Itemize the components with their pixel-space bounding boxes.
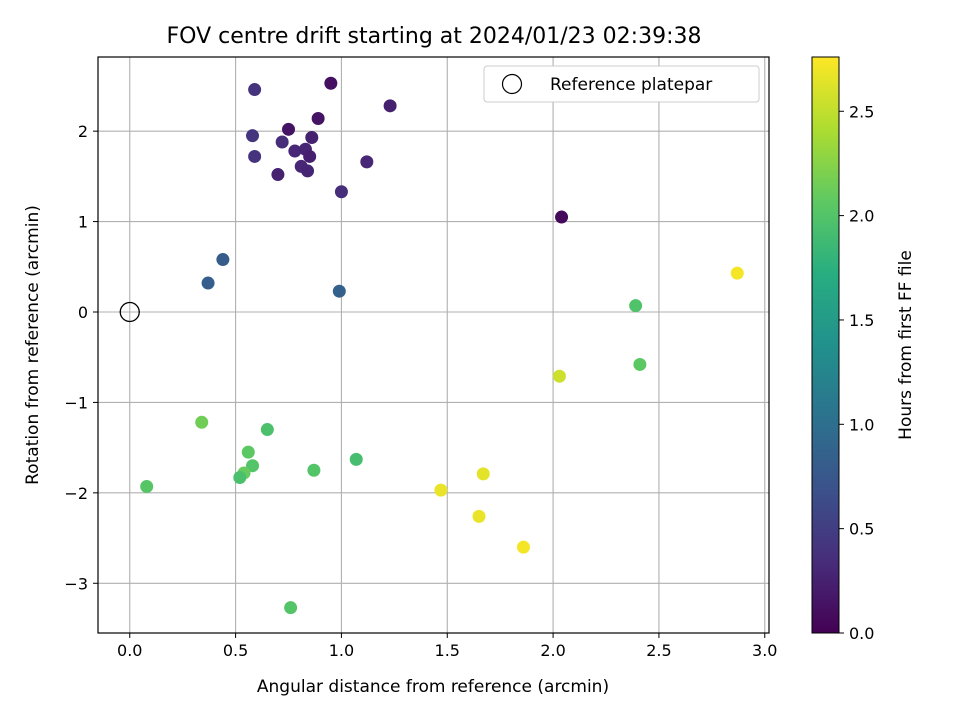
data-point <box>248 83 262 97</box>
colorbar: 0.0 0.5 1.0 1.5 2.0 2.5 Hours from first FF f… <box>811 56 916 643</box>
data-point <box>260 423 274 437</box>
data-point <box>307 463 321 477</box>
colorbar-tick-label: 1.5 <box>849 311 874 330</box>
data-point <box>305 130 319 144</box>
data-point <box>284 601 298 615</box>
y-tick-label: −2 <box>64 484 88 503</box>
data-point <box>349 452 363 466</box>
grid <box>98 57 769 633</box>
y-tick-label: −1 <box>64 393 88 412</box>
colorbar-ticks: 0.0 0.5 1.0 1.5 2.0 2.5 <box>839 102 874 643</box>
data-point <box>472 509 486 523</box>
data-point <box>730 266 744 280</box>
x-tick-label: 2.0 <box>540 641 565 660</box>
y-axis-ticks: −3 −2 −1 0 1 2 <box>64 122 98 593</box>
data-point <box>248 149 262 163</box>
data-point <box>383 99 397 113</box>
data-point <box>282 122 296 136</box>
data-point <box>201 276 215 290</box>
legend-box <box>483 65 760 103</box>
data-point <box>233 470 247 484</box>
reference-platepar-marker <box>119 301 140 323</box>
data-point <box>140 480 154 494</box>
data-point <box>516 540 530 554</box>
data-point <box>434 483 448 497</box>
y-tick-label: 1 <box>78 213 88 232</box>
colorbar-tick-label: 2.5 <box>849 102 874 121</box>
x-tick-label: 0.5 <box>223 641 248 660</box>
data-point <box>324 76 338 90</box>
data-point <box>275 135 289 149</box>
x-axis-ticks: 0.0 0.5 1.0 1.5 2.0 2.5 3.0 <box>117 633 777 660</box>
data-point <box>334 185 348 199</box>
x-tick-label: 1.0 <box>329 641 354 660</box>
data-point <box>195 415 209 429</box>
colorbar-tick-label: 0.0 <box>849 624 874 643</box>
x-tick-label: 0.0 <box>117 641 142 660</box>
plot-frame <box>97 56 770 634</box>
colorbar-tick-label: 2.0 <box>849 207 874 226</box>
data-point <box>216 253 230 267</box>
data-point <box>555 210 569 224</box>
colorbar-tick-label: 0.5 <box>849 520 874 539</box>
data-point <box>311 111 325 125</box>
y-axis-label: Rotation from reference (arcmin) <box>23 205 43 485</box>
legend-label-reference: Reference platepar <box>550 75 712 95</box>
x-axis-label: Angular distance from reference (arcmin) <box>257 677 609 697</box>
colorbar-tick-label: 1.0 <box>849 415 874 434</box>
data-point <box>271 168 285 182</box>
y-tick-label: 0 <box>78 303 88 322</box>
data-point <box>552 369 566 383</box>
y-tick-label: −3 <box>64 574 88 593</box>
data-point <box>241 445 255 459</box>
data-point <box>288 144 302 158</box>
data-point <box>476 467 490 481</box>
data-point <box>246 129 260 143</box>
legend-marker-circle <box>501 73 523 95</box>
data-point <box>301 164 315 178</box>
y-tick-label: 2 <box>78 122 88 141</box>
x-tick-label: 2.5 <box>646 641 671 660</box>
colorbar-gradient <box>811 56 840 634</box>
data-point <box>633 357 647 371</box>
chart-title: FOV centre drift starting at 2024/01/23 … <box>167 24 702 49</box>
data-point <box>360 155 374 169</box>
legend: Reference platepar <box>483 65 760 103</box>
colorbar-label: Hours from first FF file <box>896 250 916 440</box>
data-point <box>332 284 346 298</box>
x-tick-label: 3.0 <box>752 641 777 660</box>
data-point <box>246 459 260 473</box>
data-points <box>140 76 744 615</box>
data-point <box>629 299 643 313</box>
reference-marker-group <box>119 301 140 323</box>
x-tick-label: 1.5 <box>435 641 460 660</box>
data-point <box>303 149 317 163</box>
